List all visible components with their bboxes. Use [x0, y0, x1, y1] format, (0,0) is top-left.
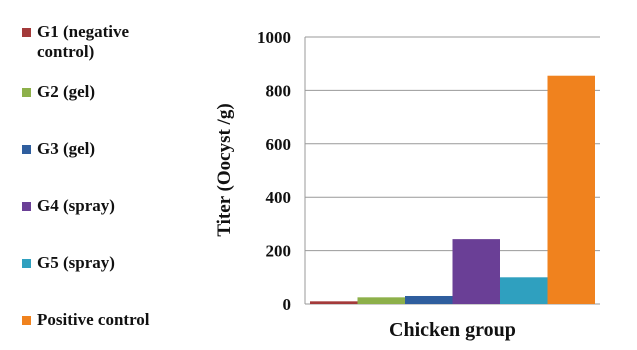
legend-swatch — [22, 28, 31, 37]
y-tick-label: 1000 — [257, 28, 291, 47]
legend-item: G1 (negative control) — [22, 22, 182, 62]
legend-label: G1 (negative control) — [37, 22, 130, 61]
bar — [452, 239, 500, 304]
bar — [357, 297, 405, 304]
y-axis-label: Titer (Oocyst /g) — [214, 103, 235, 236]
legend-label: G5 (spray) — [37, 253, 115, 272]
legend-swatch — [22, 145, 31, 154]
legend-label: G4 (spray) — [37, 196, 115, 215]
legend-label: Positive control — [37, 310, 150, 329]
legend-item: G4 (spray) — [22, 196, 182, 216]
bar — [500, 277, 548, 304]
legend-swatch — [22, 259, 31, 268]
y-tick-label: 0 — [283, 295, 292, 314]
y-tick-label: 800 — [266, 81, 292, 100]
x-tick-label: Chicken group — [389, 319, 516, 341]
bar — [310, 301, 358, 304]
y-tick-label: 400 — [266, 188, 292, 207]
bar — [547, 75, 595, 304]
legend-item: Positive control — [22, 310, 182, 330]
legend-label: G3 (gel) — [37, 139, 96, 158]
legend-swatch — [22, 202, 31, 211]
y-tick-label: 600 — [266, 135, 292, 154]
legend-item: G2 (gel) — [22, 82, 182, 102]
legend-item: G3 (gel) — [22, 139, 182, 159]
legend-swatch — [22, 316, 31, 325]
legend-swatch — [22, 88, 31, 97]
bar — [405, 295, 453, 304]
y-tick-label: 200 — [266, 242, 292, 261]
legend-label: G2 (gel) — [37, 82, 96, 101]
legend-item: G5 (spray) — [22, 253, 182, 273]
